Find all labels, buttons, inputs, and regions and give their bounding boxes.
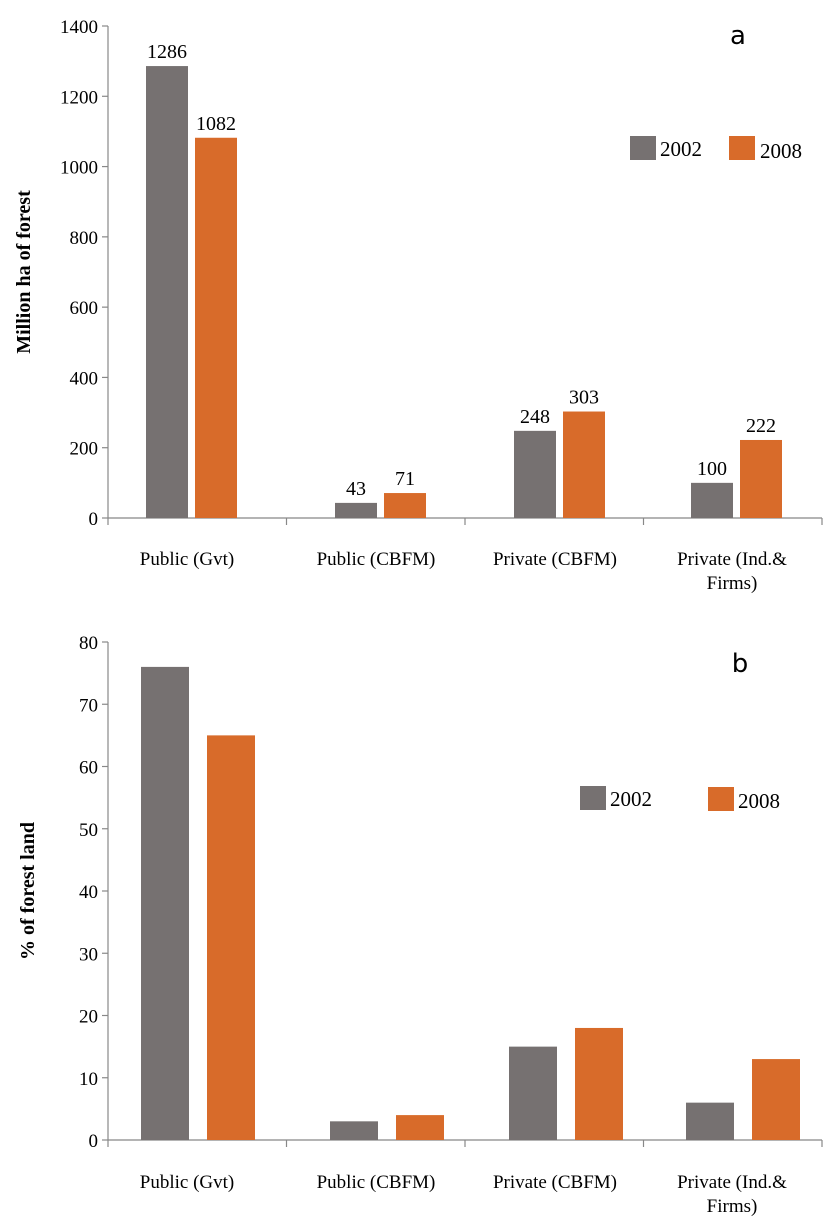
y-tick-label: 80	[79, 633, 98, 654]
data-label-2002-1: 43	[346, 478, 366, 500]
y-tick-label: 800	[70, 228, 99, 249]
category-label: Public (Gvt)	[140, 549, 234, 570]
y-tick-label: 10	[79, 1069, 98, 1090]
panel-label: b	[732, 649, 749, 679]
y-tick-label: 40	[79, 882, 98, 903]
category-label: Public (CBFM)	[317, 1172, 436, 1193]
bar-2002-0	[146, 66, 188, 518]
chart-panel-b: 0 10 20 30 40 50 60 70 80 % of forest land Public …	[17, 633, 823, 1217]
y-tick-label: 200	[70, 439, 99, 460]
y-tick-label: 400	[70, 368, 99, 389]
y-tick-label: 60	[79, 758, 98, 779]
bar-2008-0	[195, 137, 237, 519]
y-tick-label: 1000	[60, 158, 98, 179]
category-label: Private (CBFM)	[493, 549, 617, 570]
data-label-2002-0: 1286	[147, 41, 187, 63]
bar-2008-2	[575, 1027, 623, 1140]
legend-swatch-2002	[580, 786, 606, 810]
category-label: Private (Ind.& Firms)	[677, 549, 787, 594]
bar-2002-2	[509, 1046, 557, 1140]
y-tick-label: 50	[79, 820, 98, 841]
y-tick-label: 0	[89, 509, 99, 530]
legend-label-2002: 2002	[610, 787, 652, 811]
legend-label-2008: 2008	[760, 139, 802, 163]
y-tick-label: 20	[79, 1007, 98, 1028]
bar-2008-3	[740, 439, 782, 518]
y-tick-label: 1400	[60, 17, 98, 38]
bar-2008-1	[384, 493, 426, 518]
category-label: Public (Gvt)	[140, 1172, 234, 1193]
legend-swatch-2002	[630, 136, 656, 160]
legend-label-2008: 2008	[738, 789, 780, 813]
bar-2008-2	[563, 411, 605, 518]
bar-2008-0	[207, 735, 255, 1140]
data-label-2008-3: 222	[746, 415, 776, 437]
bar-2002-1	[335, 502, 377, 518]
category-label: Public (CBFM)	[317, 549, 436, 570]
legend-swatch-2008	[708, 787, 734, 811]
legend-swatch-2008	[729, 136, 755, 160]
chart-panel-a: 0 200 400 600 800 1000 1200 1400 Million ha of f…	[13, 17, 823, 594]
data-label-2002-3: 100	[697, 458, 727, 480]
y-tick-label: 30	[79, 944, 98, 965]
bar-2002-3	[686, 1102, 734, 1140]
bar-2008-3	[752, 1059, 800, 1140]
bar-2002-1	[330, 1121, 378, 1140]
category-label: Private (Ind.& Firms)	[677, 1172, 787, 1217]
panel-label: a	[730, 21, 746, 51]
data-label-2008-2: 303	[569, 387, 599, 409]
y-axis-label: Million ha of forest	[13, 190, 35, 354]
legend-label-2002: 2002	[660, 137, 702, 161]
y-tick-label: 0	[89, 1131, 99, 1152]
y-tick-label: 600	[70, 298, 99, 319]
data-label-2008-0: 1082	[196, 113, 236, 135]
bar-2002-0	[141, 666, 189, 1140]
y-axis-label: % of forest land	[17, 822, 39, 960]
data-label-2002-2: 248	[520, 406, 550, 428]
bar-2002-2	[514, 430, 556, 518]
y-tick-label: 70	[79, 695, 98, 716]
bar-2002-3	[691, 482, 733, 518]
bar-2008-1	[396, 1115, 444, 1140]
data-label-2008-1: 71	[395, 468, 415, 490]
category-label: Private (CBFM)	[493, 1172, 617, 1193]
y-tick-label: 1200	[60, 87, 98, 108]
